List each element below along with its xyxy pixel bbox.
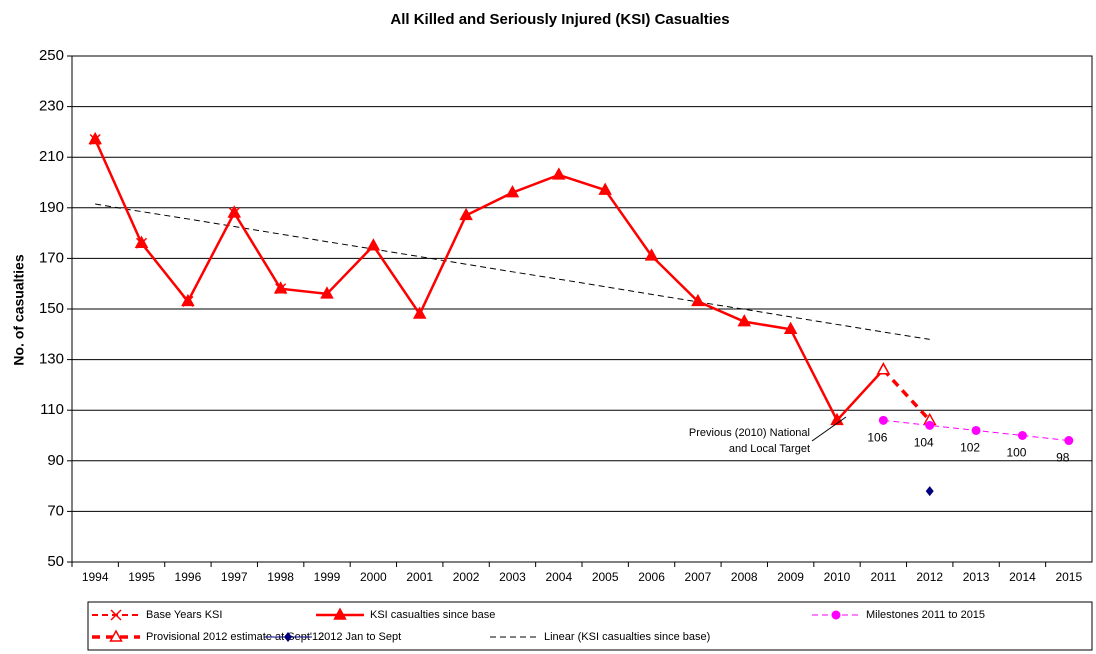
line [882,368,932,422]
legend-label: KSI casualties since base [370,609,495,621]
x-tick-label: 2011 [870,570,896,584]
marker [691,293,705,307]
legend-item: Linear (KSI casualties since base) [490,631,710,643]
x-tick-label: 2013 [963,570,990,584]
marker [1064,436,1074,446]
marker [598,182,612,195]
x-tick-label: 1995 [128,570,155,584]
x-tick-label: 1994 [82,570,109,584]
series [88,131,891,426]
marker [284,632,292,642]
y-tick-label: 130 [39,351,64,368]
y-tick-label: 70 [47,502,64,519]
annotation: and Local Target [729,443,810,455]
marker [275,283,287,295]
legend-label: 2012 Jan to Sept [318,631,401,643]
marker [333,607,347,620]
marker [110,609,122,621]
x-tick-label: 1996 [175,570,202,584]
x-tick-label: 1999 [314,570,341,584]
y-tick-label: 250 [39,47,64,64]
legend-item: KSI casualties since base [316,607,495,621]
x-tick-label: 2009 [777,570,804,584]
x-tick-label: 2000 [360,570,387,584]
y-tick-label: 190 [39,199,64,216]
legend-item: Provisional 2012 estimate at Sept'12 [92,629,324,643]
marker [366,238,381,251]
legend-item: 2012 Jan to Sept [264,631,401,643]
x-tick-label: 2015 [1055,570,1082,584]
y-axis-label: No. of casualties [11,254,27,365]
marker [228,207,240,219]
line [95,203,930,340]
marker [320,286,334,299]
series [95,203,930,340]
y-tick-label: 110 [40,401,64,418]
marker [925,420,935,430]
x-tick-label: 2003 [499,570,526,584]
data-label: 98 [1056,451,1070,465]
data-label: 104 [914,436,934,450]
marker [878,415,888,425]
line [94,138,885,423]
marker [1017,431,1027,440]
x-tick-label: 1998 [267,570,294,584]
legend-label: Provisional 2012 estimate at Sept'12 [146,631,324,643]
y-tick-label: 90 [47,452,64,469]
series [925,486,934,497]
legend-label: Base Years KSI [146,609,222,621]
x-tick-label: 2006 [638,570,665,584]
series [876,362,937,426]
marker [505,185,520,198]
y-tick-label: 150 [39,300,64,317]
data-label: 102 [960,441,980,455]
x-tick-label: 2002 [453,570,480,584]
marker [831,610,841,620]
series [89,133,287,307]
legend-box [87,601,1093,651]
legend-item: Milestones 2011 to 2015 [812,609,985,621]
marker [109,629,123,642]
marker [136,237,148,249]
y-tick-label: 230 [39,98,64,115]
y-tick-label: 170 [39,249,64,266]
marker [737,314,752,327]
line [94,139,282,304]
y-tick-label: 210 [39,148,64,165]
series: 106 104 102 100 98 [867,415,1074,465]
x-tick-label: 2014 [1009,570,1036,584]
marker [412,306,427,319]
x-tick-label: 2012 [916,570,943,584]
data-label: 106 [867,430,887,444]
legend-label: Linear (KSI casualties since base) [544,631,710,643]
marker [876,362,891,375]
marker [925,486,934,497]
x-tick-label: 2010 [824,570,851,584]
x-tick-label: 2001 [406,570,433,584]
marker [459,207,473,221]
x-tick-label: 2007 [685,570,712,584]
marker [89,133,101,146]
annotation: Previous (2010) National [689,427,810,439]
y-tick-label: 50 [47,553,64,570]
legend-label: Milestones 2011 to 2015 [866,609,985,621]
marker [182,295,194,307]
marker [783,321,798,334]
x-tick-label: 2008 [731,570,758,584]
marker [644,248,659,261]
marker [971,425,981,435]
chart-title: All Killed and Seriously Injured (KSI) C… [390,11,729,28]
x-tick-label: 2004 [545,570,572,584]
x-tick-label: 1997 [221,570,248,584]
legend-item: Base Years KSI [92,609,222,621]
annotation-leader [811,416,847,442]
data-label: 100 [1006,446,1026,460]
x-tick-label: 2005 [592,570,619,584]
marker [552,167,566,180]
